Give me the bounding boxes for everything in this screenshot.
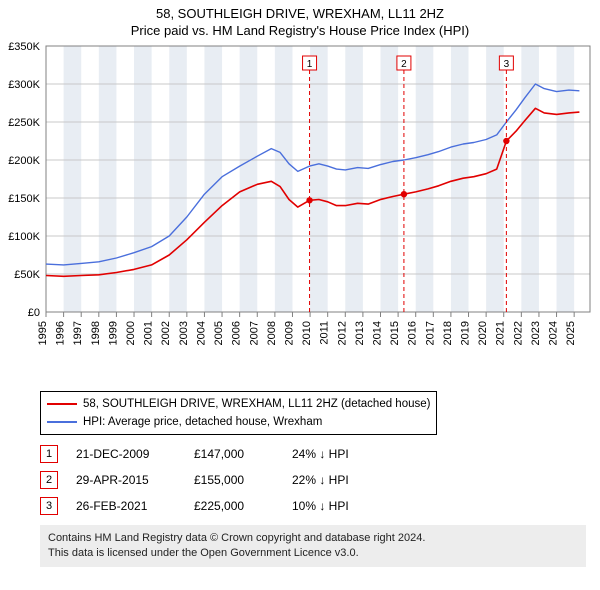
chart-title-line2: Price paid vs. HM Land Registry's House … bbox=[0, 23, 600, 38]
event-row: 2 29-APR-2015 £155,000 22% ↓ HPI bbox=[40, 467, 586, 493]
event-date: 29-APR-2015 bbox=[76, 473, 176, 487]
event-marker-label: 3 bbox=[504, 59, 510, 70]
legend-label: 58, SOUTHLEIGH DRIVE, WREXHAM, LL11 2HZ … bbox=[83, 395, 430, 413]
x-tick-label: 2018 bbox=[442, 321, 454, 345]
event-number-box: 3 bbox=[40, 497, 58, 515]
event-row: 1 21-DEC-2009 £147,000 24% ↓ HPI bbox=[40, 441, 586, 467]
x-tick-label: 2016 bbox=[407, 321, 419, 345]
y-tick-label: £350K bbox=[8, 41, 40, 53]
event-marker-label: 2 bbox=[401, 59, 407, 70]
legend-row: 58, SOUTHLEIGH DRIVE, WREXHAM, LL11 2HZ … bbox=[47, 395, 430, 413]
chart-container: £0 £50K £100K £150K £200K £250K £300K £350K 1995… bbox=[0, 38, 600, 383]
x-tick-label: 2014 bbox=[371, 321, 383, 345]
event-number-box: 2 bbox=[40, 471, 58, 489]
x-tick-label: 2021 bbox=[495, 321, 507, 345]
x-tick-label: 2000 bbox=[125, 321, 137, 345]
chart-title-line1: 58, SOUTHLEIGH DRIVE, WREXHAM, LL11 2HZ bbox=[0, 6, 600, 21]
y-tick-label: £200K bbox=[8, 155, 40, 167]
x-tick-label: 1996 bbox=[55, 321, 67, 345]
x-tick-label: 2015 bbox=[389, 321, 401, 345]
x-tick-label: 2013 bbox=[354, 321, 366, 345]
event-price: £225,000 bbox=[194, 499, 274, 513]
event-marker-label: 1 bbox=[307, 59, 313, 70]
x-tick-label: 2005 bbox=[213, 321, 225, 345]
x-tick-label: 2012 bbox=[336, 321, 348, 345]
x-tick-label: 2003 bbox=[178, 321, 190, 345]
event-date: 26-FEB-2021 bbox=[76, 499, 176, 513]
x-tick-label: 2010 bbox=[301, 321, 313, 345]
x-tick-label: 2001 bbox=[143, 321, 155, 345]
legend-swatch bbox=[47, 403, 77, 405]
x-tick-label: 2007 bbox=[248, 321, 260, 345]
event-row: 3 26-FEB-2021 £225,000 10% ↓ HPI bbox=[40, 493, 586, 519]
legend-row: HPI: Average price, detached house, Wrex… bbox=[47, 413, 430, 431]
x-tick-label: 1995 bbox=[37, 321, 49, 345]
y-tick-label: £150K bbox=[8, 193, 40, 205]
footer-line2: This data is licensed under the Open Gov… bbox=[48, 546, 578, 561]
x-tick-label: 2017 bbox=[424, 321, 436, 345]
y-tick-label: £0 bbox=[28, 307, 40, 319]
chart-titles: 58, SOUTHLEIGH DRIVE, WREXHAM, LL11 2HZ … bbox=[0, 0, 600, 38]
footer-line1: Contains HM Land Registry data © Crown c… bbox=[48, 531, 578, 546]
x-tick-label: 2006 bbox=[231, 321, 243, 345]
chart-legend: 58, SOUTHLEIGH DRIVE, WREXHAM, LL11 2HZ … bbox=[40, 391, 437, 435]
event-price: £147,000 bbox=[194, 447, 274, 461]
x-tick-label: 2011 bbox=[319, 321, 331, 345]
x-tick-label: 2025 bbox=[565, 321, 577, 345]
x-tick-label: 2024 bbox=[548, 321, 560, 345]
x-tick-label: 1999 bbox=[107, 321, 119, 345]
y-tick-label: £100K bbox=[8, 231, 40, 243]
event-date: 21-DEC-2009 bbox=[76, 447, 176, 461]
legend-swatch bbox=[47, 421, 77, 423]
x-tick-label: 2009 bbox=[283, 321, 295, 345]
y-tick-label: £300K bbox=[8, 79, 40, 91]
price-chart: £0 £50K £100K £150K £200K £250K £300K £350K 1995… bbox=[0, 38, 600, 378]
x-tick-label: 1997 bbox=[72, 321, 84, 345]
x-tick-label: 2022 bbox=[512, 321, 524, 345]
x-tick-label: 2002 bbox=[160, 321, 172, 345]
y-tick-label: £250K bbox=[8, 117, 40, 129]
event-delta: 10% ↓ HPI bbox=[292, 499, 349, 513]
event-number-box: 1 bbox=[40, 445, 58, 463]
legend-label: HPI: Average price, detached house, Wrex… bbox=[83, 413, 322, 431]
x-tick-label: 1998 bbox=[90, 321, 102, 345]
x-tick-label: 2023 bbox=[530, 321, 542, 345]
y-tick-label: £50K bbox=[14, 269, 40, 281]
attribution-footer: Contains HM Land Registry data © Crown c… bbox=[40, 525, 586, 567]
event-delta: 24% ↓ HPI bbox=[292, 447, 349, 461]
x-tick-label: 2004 bbox=[195, 321, 207, 345]
x-tick-label: 2019 bbox=[460, 321, 472, 345]
event-delta: 22% ↓ HPI bbox=[292, 473, 349, 487]
x-tick-label: 2020 bbox=[477, 321, 489, 345]
event-table: 1 21-DEC-2009 £147,000 24% ↓ HPI 2 29-APR-201… bbox=[40, 441, 586, 519]
event-price: £155,000 bbox=[194, 473, 274, 487]
x-tick-label: 2008 bbox=[266, 321, 278, 345]
